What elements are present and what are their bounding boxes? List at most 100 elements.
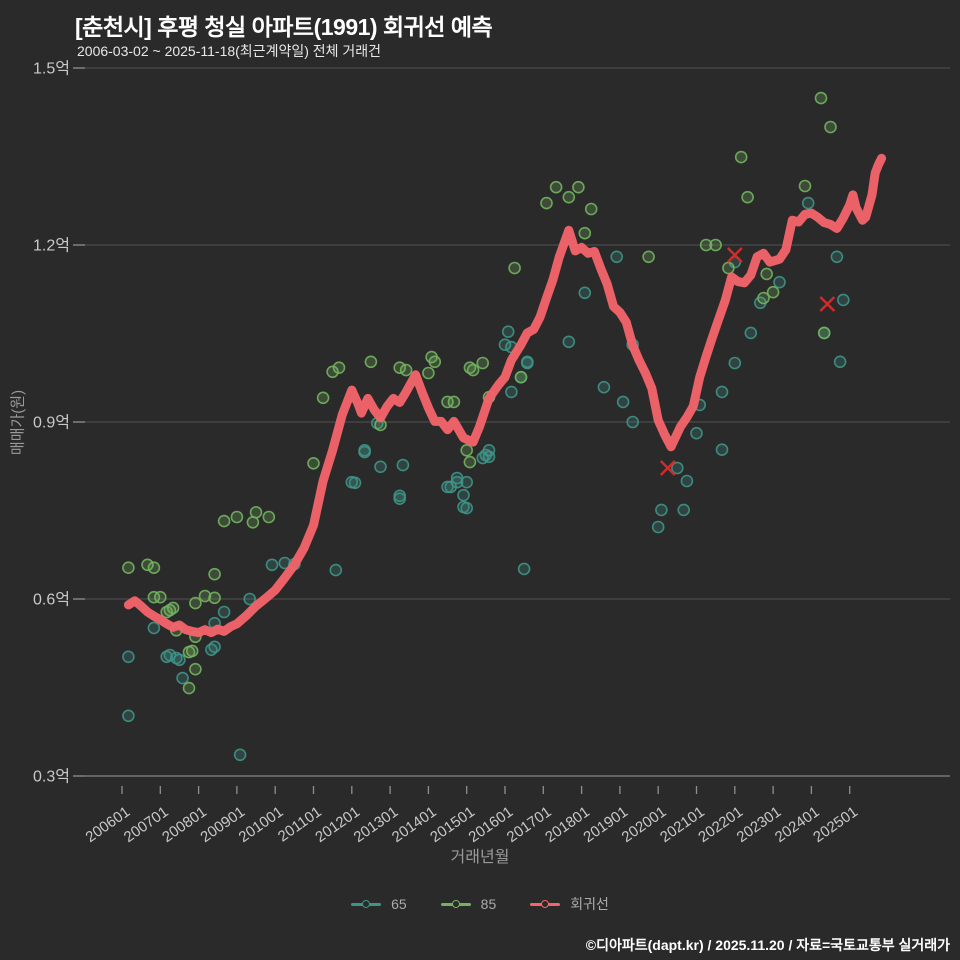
scatter-point-85 [584, 202, 598, 216]
scatter-point-85 [326, 365, 339, 379]
scatter-point-65 [217, 605, 231, 619]
scatter-point-65 [836, 293, 850, 307]
scatter-point-85 [428, 355, 442, 369]
scatter-point-65 [208, 640, 221, 654]
scatter-point-85 [578, 226, 592, 240]
scatter-point-85 [147, 590, 161, 604]
legend-item-65[interactable]: 65 [351, 896, 407, 912]
scatter-point-65 [396, 458, 410, 472]
scatter-point-85 [249, 505, 263, 519]
scatter-point-85 [814, 91, 828, 105]
scatter-point-85 [447, 395, 461, 409]
scatter-point-85 [217, 514, 231, 528]
x-axis-title: 거래년월 [450, 849, 510, 866]
scatter-point-85 [230, 510, 244, 524]
legend-label-65: 65 [391, 896, 407, 912]
scatter-point-85 [141, 558, 154, 572]
cancel-x-marker [659, 460, 676, 476]
scatter-point-85 [182, 681, 196, 695]
regression-line [123, 153, 887, 638]
scatter-point-85 [466, 363, 480, 377]
scatter-point-85 [734, 150, 748, 164]
y-tick-label: 0.3억 [33, 768, 70, 786]
scatter-point-65 [626, 415, 640, 429]
scatter-point-65 [833, 355, 847, 369]
x-tick-label: 201001 [236, 803, 287, 846]
scatter-point-85 [540, 196, 553, 210]
scatter-point-65 [348, 476, 362, 490]
footer-credit: ©디아파트(dapt.kr) / 2025.11.20 / 자료=국토교통부 실… [585, 937, 950, 953]
scatter-point-65 [680, 474, 694, 488]
legend-swatch-regression-icon [530, 899, 561, 909]
scatter-point-65 [147, 621, 161, 635]
x-tick-label: 202501 [810, 803, 861, 846]
scatter-point-85 [463, 455, 477, 469]
legend-label-regression: 회귀선 [570, 896, 609, 912]
scatter-point-65 [358, 445, 371, 459]
scatter-point-65 [482, 450, 496, 464]
scatter-point-85 [572, 180, 585, 194]
scatter-point-65 [243, 592, 256, 606]
scatter-point-85 [166, 601, 180, 615]
scatter-point-85 [189, 596, 202, 610]
scatter-point-85 [198, 589, 212, 603]
scatter-point-85 [399, 363, 413, 377]
scatter-point-85 [422, 366, 435, 380]
scatter-point-65 [830, 250, 844, 264]
scatter-point-85 [757, 291, 770, 305]
scatter-point-85 [722, 261, 735, 275]
legend-swatch-85-icon [440, 899, 471, 909]
scatter-point-85 [122, 561, 135, 575]
scatter-point-85 [766, 285, 780, 299]
scatter-point-65 [374, 460, 387, 474]
legend: 65 85 회귀선 [0, 894, 960, 914]
scatter-point-85 [508, 261, 521, 275]
scatter-point-65 [450, 475, 464, 489]
scatter-point-65 [176, 671, 189, 685]
scatter-point-85 [307, 456, 320, 470]
scatter-point-65 [670, 461, 684, 475]
scatter-point-85 [393, 361, 407, 375]
scatter-point-65 [562, 335, 576, 349]
scatter-point-85 [185, 644, 199, 658]
scatter-point-85 [699, 238, 713, 252]
scatter-point-65 [265, 558, 279, 572]
scatter-point-65 [457, 488, 470, 502]
scatter-point-65 [460, 501, 474, 515]
scatter-point-65 [728, 356, 742, 370]
scatter-point-85 [208, 567, 221, 581]
cancel-x-marker [819, 296, 836, 312]
scatter-point-85 [147, 561, 161, 575]
scatter-point-85 [549, 180, 563, 194]
scatter-point-65 [393, 492, 407, 506]
scatter-point-65 [517, 562, 531, 576]
scatter-point-85 [709, 238, 722, 252]
scatter-point-65 [498, 338, 512, 352]
scatter-point-65 [173, 653, 186, 667]
scatter-point-85 [798, 179, 812, 193]
scatter-point-65 [597, 380, 611, 394]
legend-item-85[interactable]: 85 [440, 896, 496, 912]
scatter-point-65 [773, 275, 786, 289]
scatter-point-65 [715, 385, 729, 399]
scatter-point-65 [616, 395, 630, 409]
scatter-point-65 [690, 426, 703, 440]
scatter-point-65 [610, 250, 624, 264]
page-title: [춘천시] 후평 청실 아파트(1991) 회귀선 예측 [75, 14, 493, 40]
legend-item-regression[interactable]: 회귀선 [530, 894, 609, 914]
y-tick-label: 1.5억 [33, 60, 70, 78]
scatter-point-65 [329, 563, 343, 577]
scatter-point-65 [520, 355, 534, 369]
scatter-point-65 [651, 520, 665, 534]
scatter-point-85 [760, 267, 774, 281]
scatter-point-65 [677, 503, 691, 517]
y-axis-title: 매매가(원) [9, 389, 27, 456]
scatter-point-65 [122, 650, 135, 664]
scatter-point-65 [655, 503, 668, 517]
cancel-x-marker [726, 247, 743, 263]
scatter-point-65 [233, 748, 247, 762]
scatter-point-65 [715, 443, 729, 457]
scatter-point-85 [824, 120, 837, 134]
page-subtitle: 2006-03-02 ~ 2025-11-18(최근계약일) 전체 거래건 [77, 43, 382, 59]
